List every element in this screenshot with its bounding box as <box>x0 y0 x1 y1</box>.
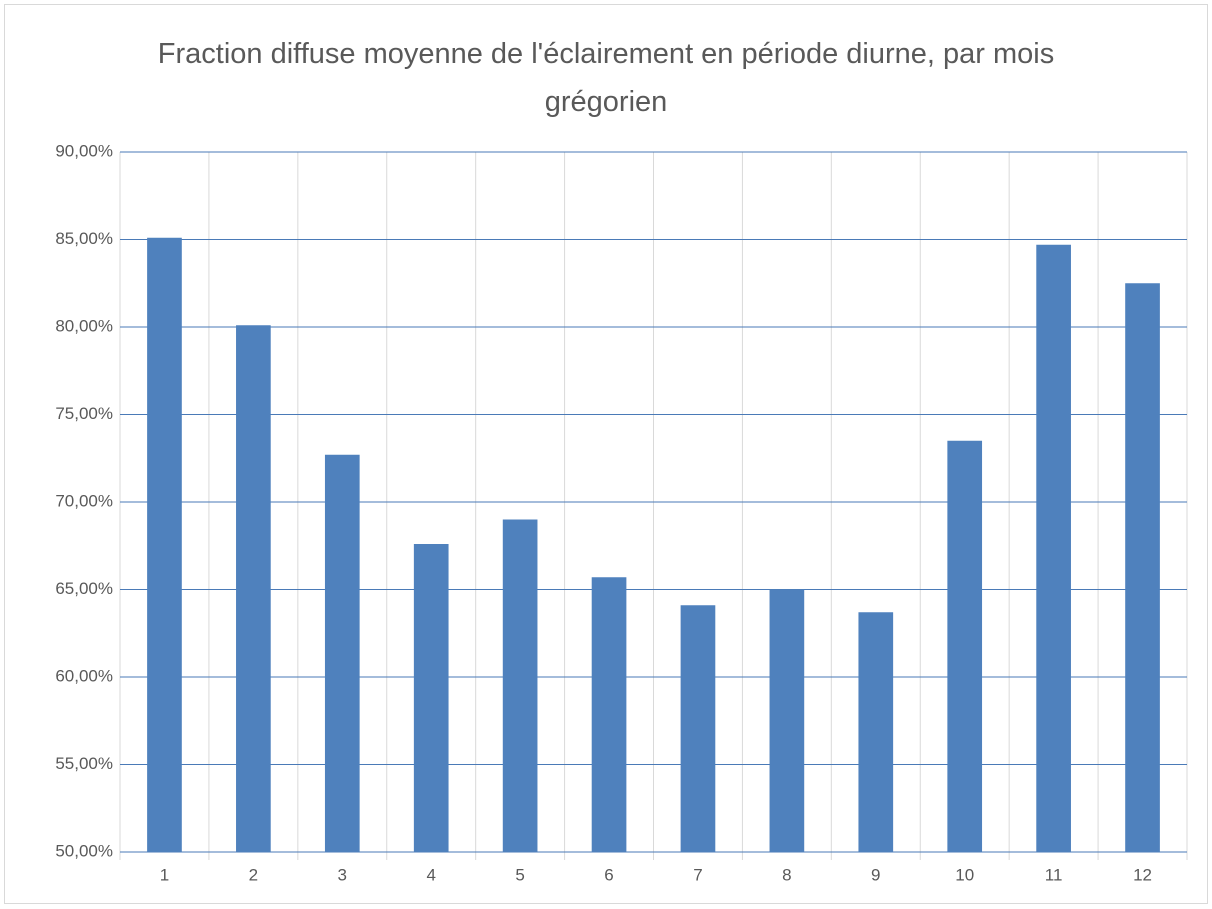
bar <box>236 325 271 852</box>
bar <box>591 577 627 852</box>
bar <box>324 454 360 852</box>
bar <box>1036 244 1071 852</box>
bar <box>947 440 983 852</box>
bar <box>1125 283 1160 852</box>
bar <box>858 612 894 852</box>
y-tick-label: 65,00% <box>55 579 113 598</box>
bar <box>413 544 449 852</box>
y-tick-label: 55,00% <box>55 754 113 773</box>
x-tick-label: 6 <box>604 865 613 884</box>
x-tick-label: 9 <box>871 865 880 884</box>
bar <box>769 589 805 852</box>
x-tick-label: 2 <box>249 865 258 884</box>
x-tick-label: 3 <box>338 865 347 884</box>
y-tick-label: 50,00% <box>55 841 113 860</box>
y-tick-label: 80,00% <box>55 316 113 335</box>
bar <box>147 237 182 852</box>
x-tick-label: 8 <box>782 865 791 884</box>
y-tick-label: 60,00% <box>55 666 113 685</box>
x-tick-label: 12 <box>1133 865 1152 884</box>
x-tick-label: 10 <box>955 865 974 884</box>
x-tick-label: 1 <box>160 865 169 884</box>
bar <box>502 519 538 852</box>
x-tick-label: 4 <box>426 865 435 884</box>
chart-title: Fraction diffuse moyenne de l'éclairemen… <box>157 38 1055 118</box>
bar <box>680 605 716 852</box>
x-tick-label: 11 <box>1045 865 1063 884</box>
y-tick-label: 85,00% <box>55 229 113 248</box>
y-tick-label: 70,00% <box>55 491 113 510</box>
y-tick-label: 75,00% <box>55 404 113 423</box>
x-tick-label: 7 <box>693 865 702 884</box>
y-tick-label: 90,00% <box>55 141 113 160</box>
x-tick-label: 5 <box>515 865 524 884</box>
chart-frame <box>4 4 1208 904</box>
